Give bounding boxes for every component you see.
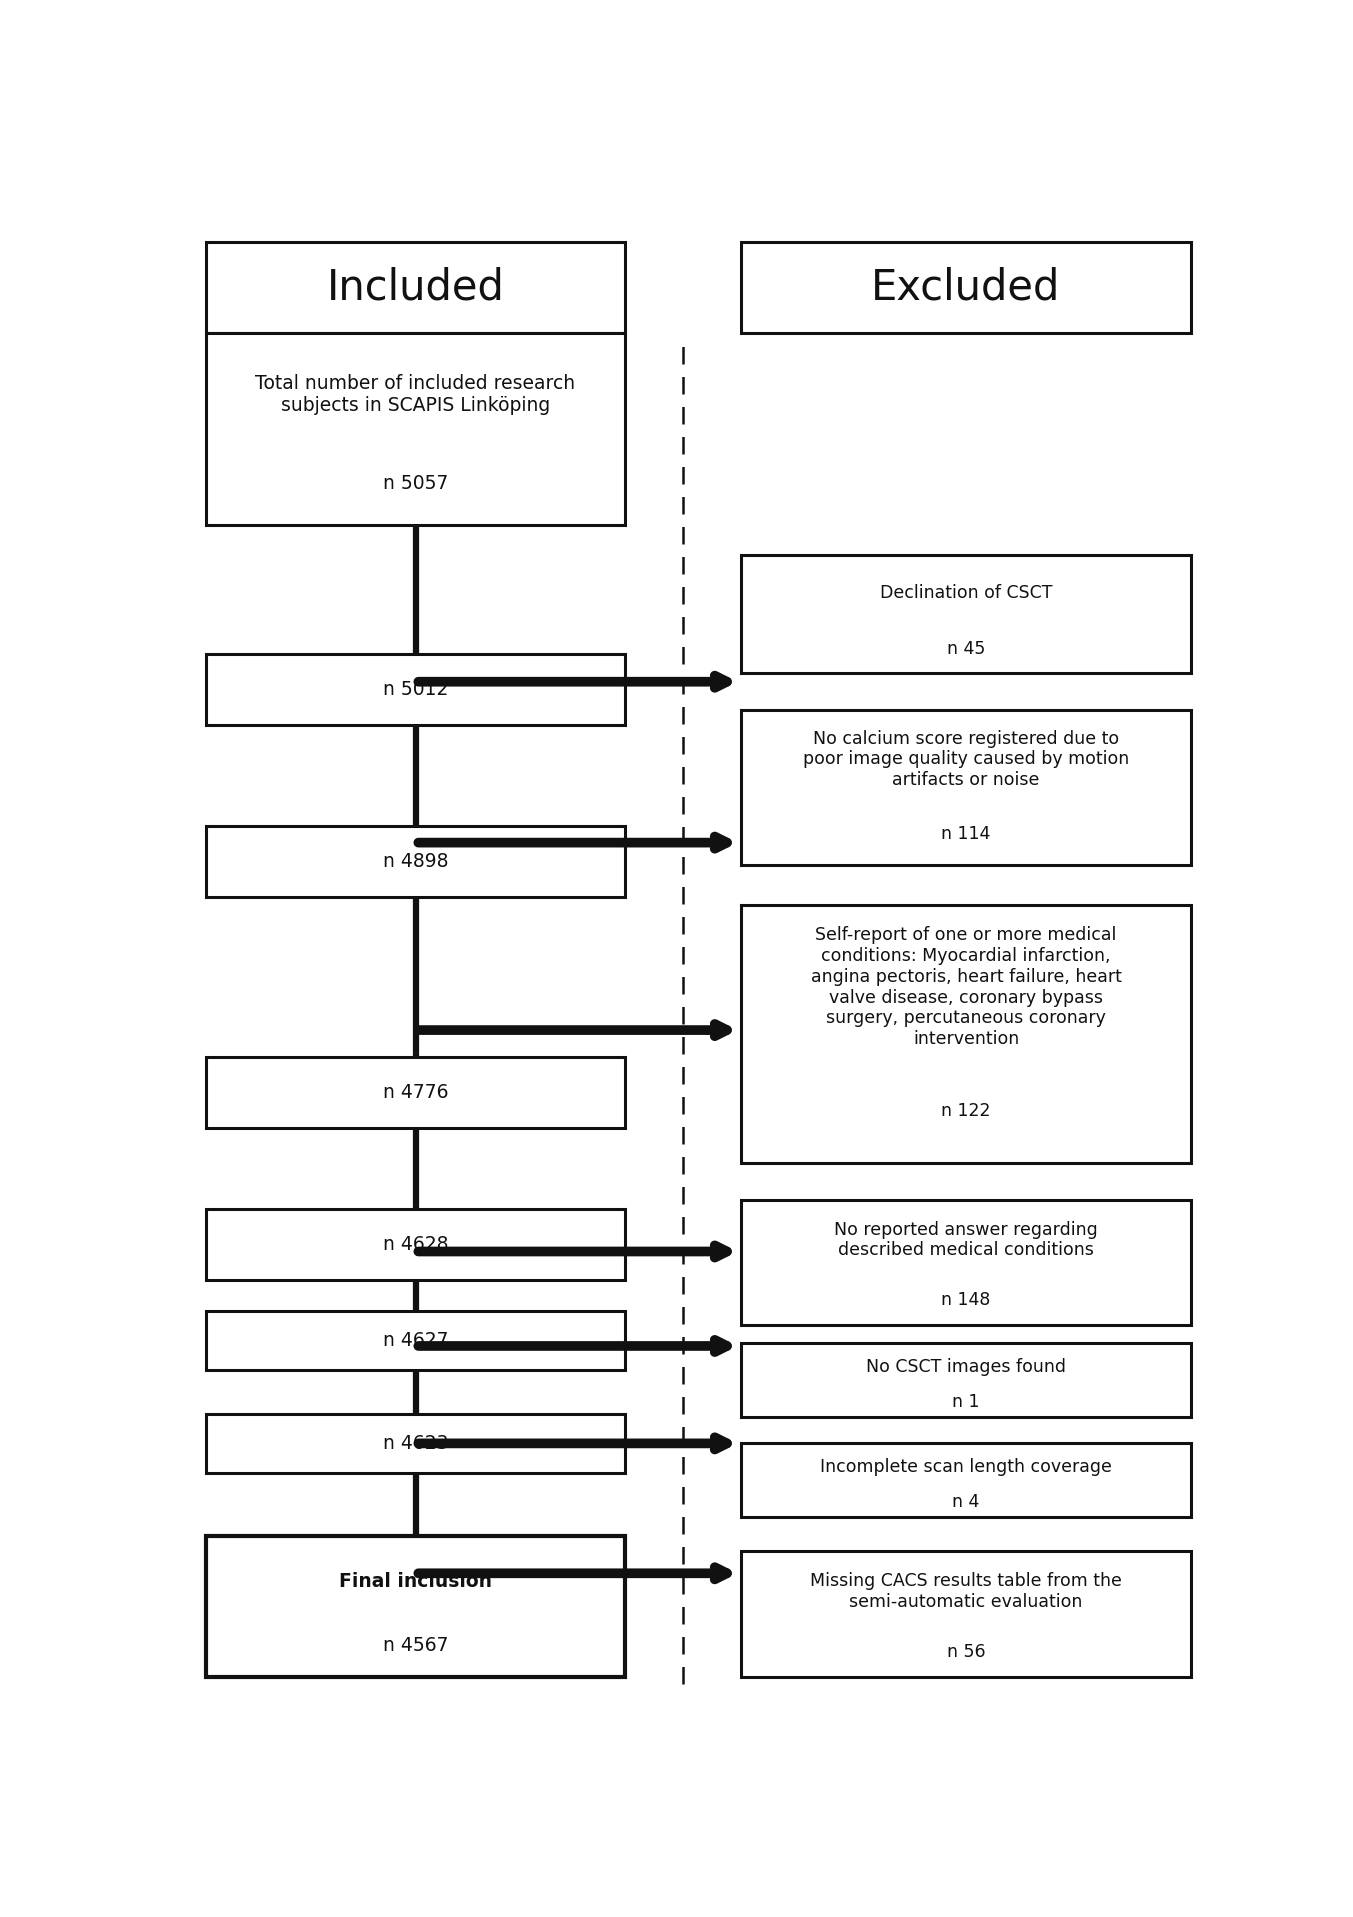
FancyBboxPatch shape <box>740 242 1192 334</box>
Text: n 4: n 4 <box>953 1493 980 1511</box>
Text: n 122: n 122 <box>942 1102 990 1120</box>
FancyBboxPatch shape <box>206 826 625 897</box>
Text: n 45: n 45 <box>947 640 985 658</box>
Text: n 5057: n 5057 <box>383 473 448 493</box>
Text: n 1: n 1 <box>953 1394 980 1411</box>
Text: Included: Included <box>326 266 505 309</box>
Text: Final inclusion: Final inclusion <box>340 1572 492 1591</box>
Text: n 4627: n 4627 <box>383 1330 448 1350</box>
Text: Incomplete scan length coverage: Incomplete scan length coverage <box>820 1459 1112 1476</box>
Text: No calcium score registered due to
poor image quality caused by motion
artifacts: No calcium score registered due to poor … <box>802 730 1130 790</box>
Text: n 148: n 148 <box>942 1292 990 1309</box>
FancyBboxPatch shape <box>740 1200 1192 1325</box>
Text: n 5012: n 5012 <box>383 681 448 698</box>
Text: n 56: n 56 <box>947 1643 985 1660</box>
Text: No CSCT images found: No CSCT images found <box>866 1357 1066 1376</box>
FancyBboxPatch shape <box>206 242 625 334</box>
Text: n 114: n 114 <box>942 824 990 843</box>
FancyBboxPatch shape <box>206 334 625 525</box>
Text: n 4623: n 4623 <box>383 1434 448 1453</box>
Text: No reported answer regarding
described medical conditions: No reported answer regarding described m… <box>835 1221 1097 1259</box>
FancyBboxPatch shape <box>206 1210 625 1279</box>
Text: Total number of included research
subjects in SCAPIS Linköping: Total number of included research subjec… <box>256 374 575 416</box>
FancyBboxPatch shape <box>206 1056 625 1127</box>
Text: n 4898: n 4898 <box>383 853 448 872</box>
FancyBboxPatch shape <box>206 1536 625 1677</box>
Text: Missing CACS results table from the
semi-automatic evaluation: Missing CACS results table from the semi… <box>810 1572 1122 1610</box>
FancyBboxPatch shape <box>206 1311 625 1369</box>
FancyBboxPatch shape <box>206 1415 625 1472</box>
FancyBboxPatch shape <box>206 654 625 725</box>
Text: Declination of CSCT: Declination of CSCT <box>879 583 1053 602</box>
FancyBboxPatch shape <box>740 905 1192 1164</box>
FancyBboxPatch shape <box>740 1344 1192 1417</box>
Text: n 4628: n 4628 <box>383 1235 448 1254</box>
Text: Self-report of one or more medical
conditions: Myocardial infarction,
angina pec: Self-report of one or more medical condi… <box>810 926 1122 1049</box>
FancyBboxPatch shape <box>740 1444 1192 1516</box>
Text: n 4776: n 4776 <box>383 1083 448 1102</box>
FancyBboxPatch shape <box>740 554 1192 673</box>
FancyBboxPatch shape <box>740 1551 1192 1677</box>
Text: Excluded: Excluded <box>871 266 1061 309</box>
Text: n 4567: n 4567 <box>383 1637 448 1654</box>
FancyBboxPatch shape <box>740 709 1192 865</box>
